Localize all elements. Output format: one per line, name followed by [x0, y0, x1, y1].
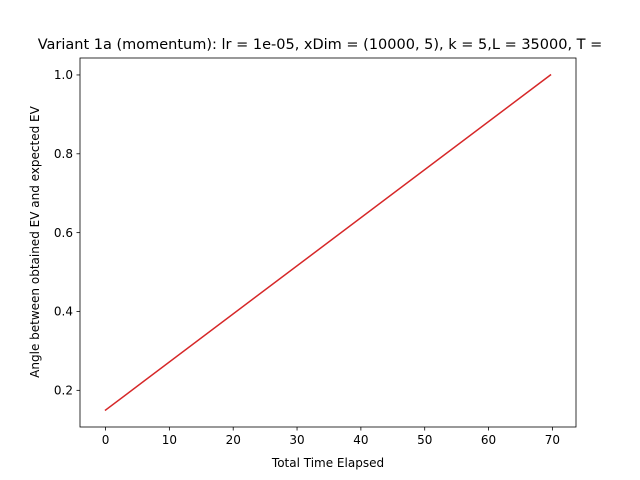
series-line-0 [104, 73, 552, 412]
y-axis-label: Angle between obtained EV and expected E… [28, 105, 42, 377]
x-tick-label: 60 [481, 433, 496, 447]
x-tick-label: 70 [545, 433, 560, 447]
x-tick-label: 30 [289, 433, 304, 447]
y-tick-label: 0.2 [54, 384, 73, 398]
chart-title: Variant 1a (momentum): lr = 1e-05, xDim … [38, 37, 603, 53]
x-tick-label: 10 [162, 433, 177, 447]
y-tick-label: 0.4 [54, 305, 73, 319]
y-tick-label: 0.8 [54, 147, 73, 161]
x-tick-label: 20 [226, 433, 241, 447]
x-axis-label: Total Time Elapsed [271, 456, 384, 470]
plot-area: 0 10 20 30 40 50 60 70 0.2 0.4 0.6 0.8 1.0 [54, 57, 577, 447]
x-tick-label: 40 [353, 433, 368, 447]
x-tick-label: 0 [102, 433, 110, 447]
y-tick-label: 0.6 [54, 226, 73, 240]
axes-frame [79, 57, 577, 428]
x-tick-label: 50 [417, 433, 432, 447]
y-tick-label: 1.0 [54, 68, 73, 82]
